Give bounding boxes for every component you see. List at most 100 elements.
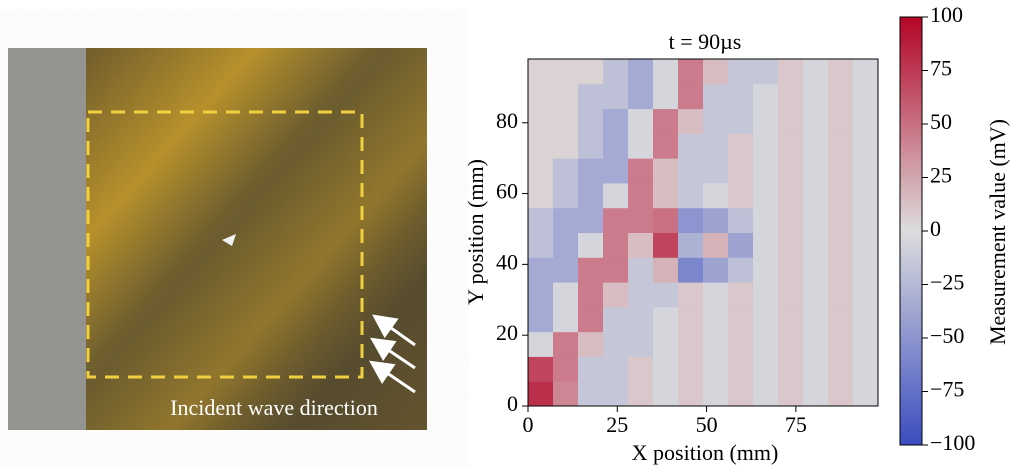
- heatmap-cell: [678, 282, 704, 308]
- heatmap-cell: [853, 306, 878, 333]
- heatmap-cell: [653, 108, 679, 134]
- heatmap-cell: [828, 108, 854, 134]
- heatmap-cell: [728, 182, 754, 209]
- colorbar-label: Measurement value (mV): [985, 119, 1010, 345]
- heatmap-cell: [828, 232, 854, 258]
- heatmap-cell: [628, 257, 654, 283]
- heatmap-cell: [553, 133, 579, 159]
- heatmap-cell: [803, 356, 829, 382]
- y-tick-label: 80: [496, 108, 518, 133]
- heatmap-cell: [828, 331, 854, 357]
- heatmap: [528, 59, 878, 406]
- y-tick-label: 20: [496, 320, 518, 345]
- heatmap-cell: [578, 182, 604, 209]
- heatmap-cell: [553, 59, 579, 85]
- heatmap-cell: [553, 381, 579, 406]
- heatmap-cell: [778, 381, 804, 406]
- heatmap-cell: [628, 59, 654, 85]
- colorbar-tick-label: −100: [930, 430, 975, 455]
- heatmap-cell: [853, 182, 878, 209]
- heatmap-cell: [853, 59, 878, 85]
- heatmap-cell: [703, 182, 729, 209]
- heatmap-cell: [853, 133, 878, 159]
- heatmap-cell: [753, 356, 779, 382]
- heatmap-cell: [553, 257, 579, 283]
- heatmap-cell: [778, 356, 804, 382]
- defect: [222, 234, 236, 246]
- heatmap-cell: [778, 108, 804, 134]
- heatmap-cell: [678, 232, 704, 258]
- heatmap-cell: [678, 381, 704, 406]
- heatmap-cell: [853, 207, 878, 233]
- heatmap-cell: [678, 59, 704, 85]
- heatmap-cell: [653, 207, 679, 233]
- heatmap-cell: [828, 381, 854, 406]
- heatmap-cell: [703, 331, 729, 357]
- heatmap-cell: [553, 83, 579, 110]
- heatmap-cell: [753, 232, 779, 258]
- y-tick-label: 40: [496, 249, 518, 274]
- heatmap-cell: [853, 232, 878, 258]
- heatmap-cell: [653, 282, 679, 308]
- heatmap-cell: [728, 207, 754, 233]
- x-tick-label: 50: [696, 412, 718, 437]
- heatmap-cell: [828, 282, 854, 308]
- heatmap-cell: [703, 282, 729, 308]
- heatmap-cell: [853, 257, 878, 283]
- heatmap-cell: [678, 133, 704, 159]
- heatmap-cell: [753, 59, 779, 85]
- colorbar-tick-label: 25: [930, 163, 952, 188]
- heatmap-cell: [553, 232, 579, 258]
- heatmap-cell: [553, 182, 579, 209]
- heatmap-cell: [828, 356, 854, 382]
- heatmap-cell: [753, 133, 779, 159]
- heatmap-cell: [703, 108, 729, 134]
- heatmap-cell: [678, 331, 704, 357]
- x-axis-label: X position (mm): [632, 440, 779, 465]
- heatmap-cell: [728, 306, 754, 333]
- heatmap-cell: [703, 133, 729, 159]
- heatmap-cell: [528, 83, 554, 110]
- heatmap-cell: [553, 282, 579, 308]
- heatmap-cell: [828, 207, 854, 233]
- heatmap-cell: [728, 108, 754, 134]
- heatmap-cell: [678, 356, 704, 382]
- y-axis-label: Y position (mm): [463, 159, 488, 305]
- heatmap-cell: [578, 133, 604, 159]
- colorbar-tick-label: −25: [930, 270, 964, 295]
- heatmap-cell: [728, 331, 754, 357]
- heatmap-cell: [778, 232, 804, 258]
- heatmap-cell: [553, 158, 579, 184]
- heatmap-cell: [803, 207, 829, 233]
- y-tick-label: 0: [507, 391, 518, 416]
- colorbar-tick-label: −75: [930, 377, 964, 402]
- heatmap-cell: [528, 207, 554, 233]
- heatmap-cell: [678, 207, 704, 233]
- photo-annotation: Incident wave direction: [170, 395, 378, 420]
- heatmap-cell: [778, 59, 804, 85]
- heatmap-cell: [753, 331, 779, 357]
- heatmap-cell: [553, 331, 579, 357]
- heatmap-cell: [753, 108, 779, 134]
- heatmap-cell: [853, 83, 878, 110]
- heatmap-cell: [828, 257, 854, 283]
- heatmap-cell: [653, 306, 679, 333]
- heatmap-cell: [653, 83, 679, 110]
- heatmap-cell: [778, 83, 804, 110]
- heatmap-cell: [703, 158, 729, 184]
- heatmap-cell: [728, 381, 754, 406]
- heatmap-cell: [628, 356, 654, 382]
- heatmap-cell: [578, 158, 604, 184]
- heatmap-cell: [653, 356, 679, 382]
- heatmap-cell: [853, 108, 878, 134]
- heatmap-cell: [528, 381, 554, 406]
- heatmap-cell: [703, 232, 729, 258]
- heatmap-cell: [628, 207, 654, 233]
- heatmap-cell: [728, 232, 754, 258]
- heatmap-cell: [728, 158, 754, 184]
- heatmap-cell: [853, 356, 878, 382]
- heatmap-cell: [653, 59, 679, 85]
- heatmap-cell: [703, 306, 729, 333]
- heatmap-cell: [603, 331, 629, 357]
- heatmap-cell: [703, 381, 729, 406]
